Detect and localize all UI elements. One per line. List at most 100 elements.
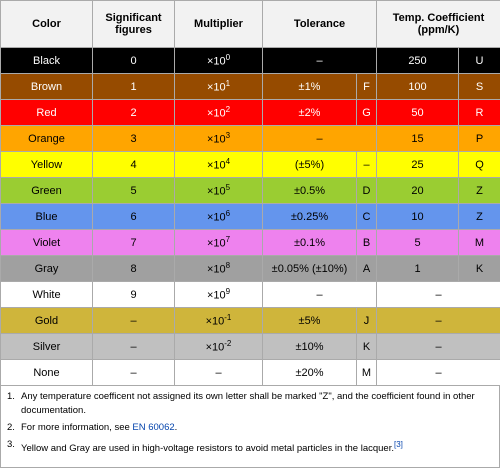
- footnote-body: For more information, see: [21, 422, 133, 433]
- tolerance-code: F: [356, 73, 377, 100]
- tolerance-cell: ±10%: [262, 333, 357, 360]
- footnote-marker: 2.: [7, 422, 15, 433]
- footnote: 1. Any temperature coefficent not assigne…: [7, 390, 493, 418]
- footnote-body: Any temperature coefficent not assigned …: [21, 391, 475, 416]
- reference-link[interactable]: [3]: [394, 440, 403, 449]
- temp-code: S: [457, 73, 500, 100]
- multiplier-base: ×10: [205, 315, 225, 328]
- tolerance-cell: –: [262, 125, 377, 152]
- multiplier-cell: ×106: [174, 203, 263, 230]
- color-cell: Gray: [0, 255, 93, 282]
- multiplier-cell: ×105: [174, 177, 263, 204]
- temp-code: Q: [457, 151, 500, 178]
- header-cell: Tolerance: [262, 0, 377, 48]
- temp-cell: 1: [376, 255, 459, 282]
- header-cell: Significant figures: [92, 0, 175, 48]
- row: Brown 1 ×101 ±1% F 100 S: [0, 73, 500, 100]
- footnotes: 1. Any temperature coefficent not assigne…: [0, 386, 500, 468]
- sig-cell: –: [92, 307, 175, 334]
- multiplier-base: ×10: [205, 341, 225, 354]
- temp-code: Z: [457, 177, 500, 204]
- footnote: 2. For more information, see EN 60062.: [7, 421, 493, 435]
- temp-cell: 20: [376, 177, 459, 204]
- footnote-text: Yellow and Gray are used in high-voltage…: [21, 438, 403, 456]
- temp-code: U: [457, 47, 500, 74]
- color-cell: Violet: [0, 229, 93, 256]
- temp-code: P: [457, 125, 500, 152]
- multiplier-base: ×10: [206, 211, 226, 224]
- multiplier-cell: ×103: [174, 125, 263, 152]
- footnote-text: Any temperature coefficent not assigned …: [21, 390, 493, 418]
- row: None – – ±20% M –: [0, 359, 500, 386]
- tolerance-cell: ±0.1%: [262, 229, 357, 256]
- tolerance-cell: ±20%: [262, 359, 357, 386]
- temp-code: R: [457, 99, 500, 126]
- multiplier-exp: 3: [225, 131, 231, 141]
- tolerance-code: M: [356, 359, 377, 386]
- color-cell: Green: [0, 177, 93, 204]
- header-cell: Multiplier: [174, 0, 263, 48]
- resistor-table: Color Significant figures Multiplier Tolera…: [0, 0, 500, 386]
- multiplier-cell: –: [174, 359, 263, 386]
- multiplier-exp: 9: [225, 287, 231, 297]
- temp-cell: 5: [376, 229, 459, 256]
- tolerance-cell: ±2%: [262, 99, 357, 126]
- multiplier-exp: -2: [224, 339, 232, 349]
- multiplier-cell: ×108: [174, 255, 263, 282]
- multiplier-exp: -1: [224, 313, 232, 323]
- sig-cell: 8: [92, 255, 175, 282]
- multiplier-base: ×10: [206, 55, 226, 68]
- color-cell: Gold: [0, 307, 93, 334]
- tolerance-cell: ±0.5%: [262, 177, 357, 204]
- tolerance-code: –: [356, 151, 377, 178]
- color-cell: White: [0, 281, 93, 308]
- sig-cell: –: [92, 359, 175, 386]
- tolerance-cell: ±1%: [262, 73, 357, 100]
- sig-cell: –: [92, 333, 175, 360]
- multiplier-exp: 6: [225, 209, 231, 219]
- row: Silver – ×10-2 ±10% K –: [0, 333, 500, 360]
- multiplier-cell: ×10-1: [174, 307, 263, 334]
- footnote-link[interactable]: EN 60062: [132, 422, 175, 433]
- color-cell: Black: [0, 47, 93, 74]
- tolerance-code: G: [356, 99, 377, 126]
- row: Gray 8 ×108 ±0.05% (±10%) A 1 K: [0, 255, 500, 282]
- row: Gold – ×10-1 ±5% J –: [0, 307, 500, 334]
- tolerance-code: A: [356, 255, 377, 282]
- multiplier-exp: 7: [225, 235, 231, 245]
- multiplier-exp: 2: [225, 105, 231, 115]
- multiplier-exp: 0: [225, 53, 231, 63]
- tolerance-cell: –: [262, 281, 377, 308]
- footnote: 3. Yellow and Gray are used in high-volta…: [7, 438, 493, 456]
- multiplier-base: ×10: [206, 185, 226, 198]
- color-cell: None: [0, 359, 93, 386]
- multiplier-base: ×10: [206, 133, 226, 146]
- footnote-text: For more information, see EN 60062.: [21, 421, 177, 435]
- multiplier-cell: ×109: [174, 281, 263, 308]
- color-cell: Brown: [0, 73, 93, 100]
- sig-cell: 3: [92, 125, 175, 152]
- footnote-marker: 3.: [7, 439, 15, 450]
- multiplier-exp: 4: [225, 157, 231, 167]
- multiplier-base: ×10: [206, 81, 226, 94]
- tolerance-cell: –: [262, 47, 377, 74]
- header-row: Color Significant figures Multiplier Tolera…: [0, 0, 500, 48]
- sig-cell: 7: [92, 229, 175, 256]
- multiplier-base: ×10: [206, 159, 226, 172]
- multiplier-exp: 1: [225, 79, 231, 89]
- tolerance-code: J: [356, 307, 377, 334]
- row: Violet 7 ×107 ±0.1% B 5 M: [0, 229, 500, 256]
- multiplier-exp: 5: [225, 183, 231, 193]
- row: Black 0 ×100–250 U: [0, 47, 500, 74]
- tolerance-code: D: [356, 177, 377, 204]
- multiplier-base: –: [215, 366, 222, 379]
- color-cell: Red: [0, 99, 93, 126]
- multiplier-cell: ×100: [174, 47, 263, 74]
- tolerance-code: B: [356, 229, 377, 256]
- sig-cell: 6: [92, 203, 175, 230]
- sig-cell: 9: [92, 281, 175, 308]
- sig-cell: 4: [92, 151, 175, 178]
- multiplier-base: ×10: [206, 237, 226, 250]
- sig-cell: 5: [92, 177, 175, 204]
- row: Blue 6 ×106 ±0.25% C 10 Z: [0, 203, 500, 230]
